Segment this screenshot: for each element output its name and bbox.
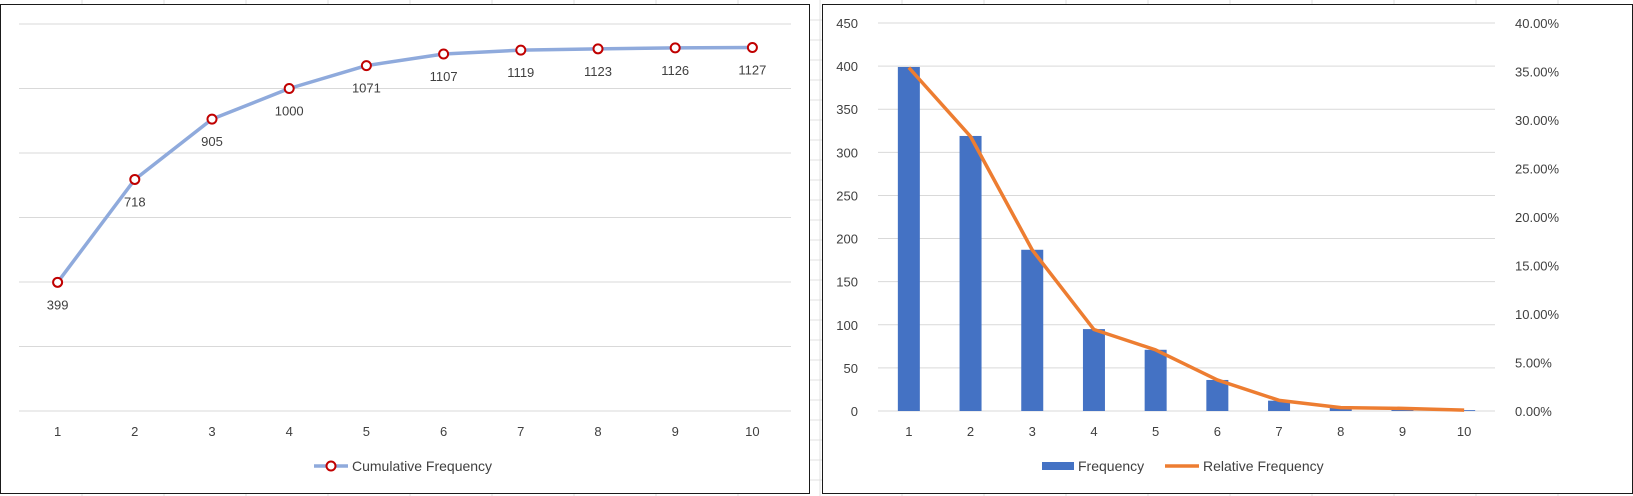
legend-bar-swatch (1042, 462, 1074, 470)
x-tick-label: 7 (517, 424, 524, 439)
frequency-bar (1021, 249, 1044, 411)
x-tick-label: 4 (1090, 424, 1097, 439)
x-tick-label: 7 (1275, 424, 1282, 439)
x-tick-label: 8 (1337, 424, 1344, 439)
x-tick-label: 5 (1152, 424, 1159, 439)
cumulative-marker (438, 48, 450, 60)
cumulative-marker (360, 60, 372, 72)
cumulative-marker (283, 83, 295, 94)
data-label: 1127 (738, 63, 766, 78)
x-tick-label: 1 (905, 424, 912, 439)
x-tick-label: 6 (1214, 424, 1221, 439)
cumulative-frequency-plot: 1 2 3 4 5 6 7 8 9 10 399 718 905 1000 1071 1107 1119 1123… (19, 23, 791, 474)
x-tick-label: 6 (440, 424, 447, 439)
y-tick-label: 100 (836, 318, 858, 333)
data-label: 1126 (661, 63, 689, 78)
frequency-bar (1206, 379, 1229, 411)
y-tick-label: 50 (844, 361, 858, 376)
y2-tick-label: 10.00% (1515, 307, 1560, 322)
x-tick-label: 5 (363, 424, 370, 439)
cumulative-marker (592, 43, 604, 55)
x-tick-label: 10 (1457, 424, 1471, 439)
y2-tick-label: 30.00% (1515, 113, 1560, 128)
y-tick-label: 300 (836, 145, 858, 160)
data-label: 399 (47, 297, 69, 312)
data-label: 1071 (352, 81, 381, 96)
x-tick-label: 2 (967, 424, 974, 439)
data-label: 905 (201, 134, 223, 149)
y-tick-label: 350 (836, 102, 858, 117)
x-tick-label: 9 (1399, 424, 1406, 439)
frequency-bar (897, 66, 920, 411)
x-tick-label: 8 (594, 424, 601, 439)
x-tick-label: 1 (54, 424, 61, 439)
frequency-bar (1268, 400, 1291, 411)
legend-label: Frequency (1078, 458, 1144, 474)
y2-tick-label: 20.00% (1515, 210, 1560, 225)
y-tick-label: 0 (851, 404, 858, 419)
y-tick-label: 150 (836, 275, 858, 290)
cumulative-marker (669, 42, 681, 54)
cumulative-marker (746, 42, 758, 54)
x-tick-label: 9 (672, 424, 679, 439)
y-tick-label: 400 (836, 59, 858, 74)
x-tick-label: 10 (745, 424, 759, 439)
legend-label: Cumulative Frequency (352, 458, 492, 474)
frequency-bar (1453, 410, 1476, 411)
data-label: 718 (124, 194, 146, 209)
y2-tick-label: 15.00% (1515, 259, 1560, 274)
y2-tick-label: 35.00% (1515, 65, 1560, 80)
data-label: 1000 (275, 104, 304, 119)
cumulative-marker (52, 276, 64, 288)
x-tick-label: 4 (286, 424, 293, 439)
cumulative-frequency-chart[interactable]: 1 2 3 4 5 6 7 8 9 10 399 718 905 1000 1071 1107 1119 1123… (0, 4, 810, 494)
cumulative-marker (129, 173, 141, 185)
y2-tick-label: 25.00% (1515, 162, 1560, 177)
frequency-histogram-chart[interactable]: 0 50 100 150 200 250 300 350 400 450 0.00% 5.00% 10.… (822, 4, 1633, 494)
y-tick-label: 250 (836, 188, 858, 203)
y2-tick-label: 0.00% (1515, 404, 1552, 419)
frequency-bar (959, 135, 982, 411)
frequency-bar (1082, 329, 1105, 411)
x-tick-label: 3 (208, 424, 215, 439)
x-tick-label: 3 (1029, 424, 1036, 439)
frequency-bar (1144, 349, 1167, 411)
cumulative-frequency-line (56, 45, 753, 284)
cumulative-marker (515, 44, 527, 56)
cumulative-marker (206, 113, 218, 125)
y-tick-label: 200 (836, 232, 858, 247)
data-label: 1123 (584, 64, 612, 79)
y-tick-label: 450 (836, 16, 858, 31)
relative-frequency-line (907, 66, 1465, 412)
frequency-histogram-plot: 0 50 100 150 200 250 300 350 400 450 0.00% 5.00% 10.… (836, 16, 1560, 474)
legend-label: Relative Frequency (1203, 458, 1324, 474)
y2-tick-label: 5.00% (1515, 356, 1552, 371)
data-label: 1107 (430, 69, 458, 84)
legend-marker-swatch (325, 460, 337, 472)
x-tick-label: 2 (131, 424, 138, 439)
data-label: 1119 (507, 65, 534, 80)
y2-tick-label: 40.00% (1515, 16, 1560, 31)
